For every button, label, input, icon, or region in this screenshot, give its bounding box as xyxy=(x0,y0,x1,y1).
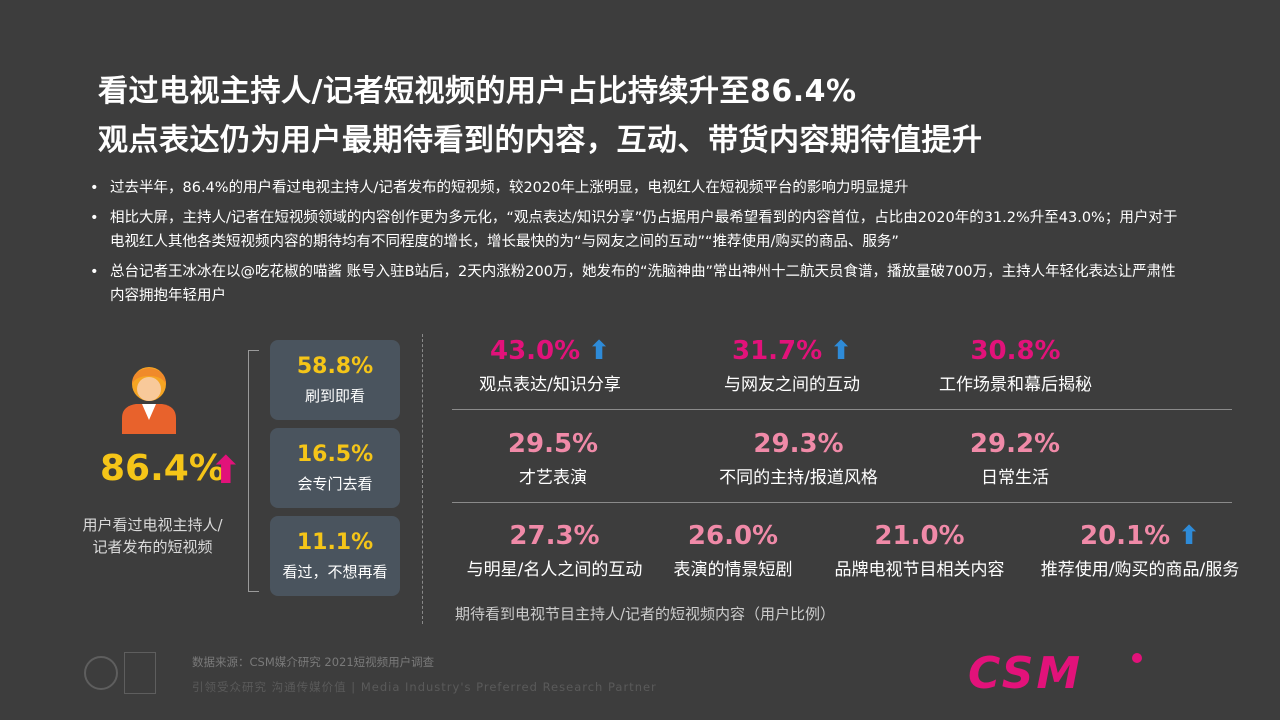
bullet-item: • 过去半年，86.4%的用户看过电视主持人/记者发布的短视频，较2020年上涨… xyxy=(90,176,1190,200)
content-item: 29.5% 才艺表演 xyxy=(478,429,628,488)
content-item: 31.7% ⬆ 与网友之间的互动 xyxy=(712,336,872,395)
content-item: 21.0% 品牌电视节目相关内容 xyxy=(832,521,1007,580)
item-value: 20.1% xyxy=(1080,521,1171,551)
stat-box: 11.1% 看过，不想再看 xyxy=(270,516,400,596)
bracket-divider xyxy=(248,350,259,592)
caption-line-2: 记者发布的短视频 xyxy=(92,538,213,556)
slogan: 引领受众研究 沟通传媒价值 | Media Industry's Preferr… xyxy=(192,680,657,694)
item-label: 工作场景和幕后揭秘 xyxy=(939,375,1092,395)
bullet-list: • 过去半年，86.4%的用户看过电视主持人/记者发布的短视频，较2020年上涨… xyxy=(90,176,1190,314)
stat-box: 58.8% 刷到即看 xyxy=(270,340,400,420)
chart-caption: 期待看到电视节目主持人/记者的短视频内容（用户比例） xyxy=(455,605,836,623)
item-label: 推荐使用/购买的商品/服务 xyxy=(1040,560,1240,580)
item-label: 才艺表演 xyxy=(519,468,587,488)
dashed-divider xyxy=(422,334,423,624)
item-value: 21.0% xyxy=(874,521,965,551)
bullet-text: 总台记者王冰冰在以@吃花椒的喵酱 账号入驻B站后，2天内涨粉200万，她发布的“… xyxy=(110,264,1176,304)
item-value: 26.0% xyxy=(687,521,779,551)
title-line-1: 看过电视主持人/记者短视频的用户占比持续升至86.4% xyxy=(98,74,857,109)
row-divider xyxy=(452,502,1232,503)
content-item: 30.8% 工作场景和幕后揭秘 xyxy=(928,336,1103,395)
row-divider xyxy=(452,409,1232,410)
item-value: 43.0% xyxy=(490,336,581,366)
item-label: 不同的主持/报道风格 xyxy=(719,468,878,488)
viewer-caption: 用户看过电视主持人/ 记者发布的短视频 xyxy=(70,514,235,558)
viewer-percentage: 86.4% xyxy=(100,448,225,489)
bullet-item: • 相比大屏，主持人/记者在短视频领域的内容创作更为多元化，“观点表达/知识分享… xyxy=(90,206,1190,254)
title-line-2: 观点表达仍为用户最期待看到的内容，互动、带货内容期待值提升 xyxy=(98,123,983,158)
item-label: 观点表达/知识分享 xyxy=(479,375,621,395)
stat-box: 16.5% 会专门去看 xyxy=(270,428,400,508)
stat-label: 会专门去看 xyxy=(297,475,373,493)
caption-line-1: 用户看过电视主持人/ xyxy=(82,516,223,534)
stat-value: 16.5% xyxy=(296,442,374,467)
certification-check-icon xyxy=(84,656,118,690)
item-value: 31.7% xyxy=(732,336,823,366)
item-label: 品牌电视节目相关内容 xyxy=(834,560,1005,580)
up-arrow-icon: ⬆ xyxy=(1178,521,1200,551)
up-arrow-icon: ⬆ xyxy=(210,448,242,492)
item-value: 29.2% xyxy=(969,429,1061,459)
up-arrow-icon: ⬆ xyxy=(830,336,852,366)
stat-value: 11.1% xyxy=(296,530,374,555)
csm-logo: CSM xyxy=(968,648,1084,699)
certification-badge-icon xyxy=(124,652,156,694)
bullet-text: 过去半年，86.4%的用户看过电视主持人/记者发布的短视频，较2020年上涨明显… xyxy=(110,180,909,196)
stat-value: 58.8% xyxy=(296,354,374,379)
stat-label: 看过，不想再看 xyxy=(282,563,388,581)
content-item: 43.0% ⬆ 观点表达/知识分享 xyxy=(470,336,630,395)
item-label: 与网友之间的互动 xyxy=(724,375,860,395)
bullet-marker: • xyxy=(90,210,99,226)
logo-dot xyxy=(1132,653,1142,663)
stat-label: 刷到即看 xyxy=(304,387,365,405)
item-value: 29.5% xyxy=(507,429,599,459)
content-item: 26.0% 表演的情景短剧 xyxy=(668,521,798,580)
item-value: 30.8% xyxy=(970,336,1061,366)
content-item: 29.3% 不同的主持/报道风格 xyxy=(706,429,891,488)
content-item: 27.3% 与明星/名人之间的互动 xyxy=(462,521,647,580)
up-arrow-icon: ⬆ xyxy=(588,336,610,366)
item-label: 表演的情景短剧 xyxy=(673,560,793,580)
bullet-text: 相比大屏，主持人/记者在短视频领域的内容创作更为多元化，“观点表达/知识分享”仍… xyxy=(110,210,1178,250)
item-label: 与明星/名人之间的互动 xyxy=(466,560,643,580)
user-icon xyxy=(122,367,176,434)
bullet-marker: • xyxy=(90,264,99,280)
data-source: 数据来源：CSM媒介研究 2021短视频用户调查 xyxy=(192,655,435,669)
content-item: 29.2% 日常生活 xyxy=(940,429,1090,488)
bullet-marker: • xyxy=(90,180,99,196)
content-item: 20.1% ⬆ 推荐使用/购买的商品/服务 xyxy=(1040,521,1240,580)
item-value: 27.3% xyxy=(509,521,600,551)
bullet-item: • 总台记者王冰冰在以@吃花椒的喵酱 账号入驻B站后，2天内涨粉200万，她发布… xyxy=(90,260,1190,308)
item-value: 29.3% xyxy=(753,429,844,459)
item-label: 日常生活 xyxy=(981,468,1049,488)
